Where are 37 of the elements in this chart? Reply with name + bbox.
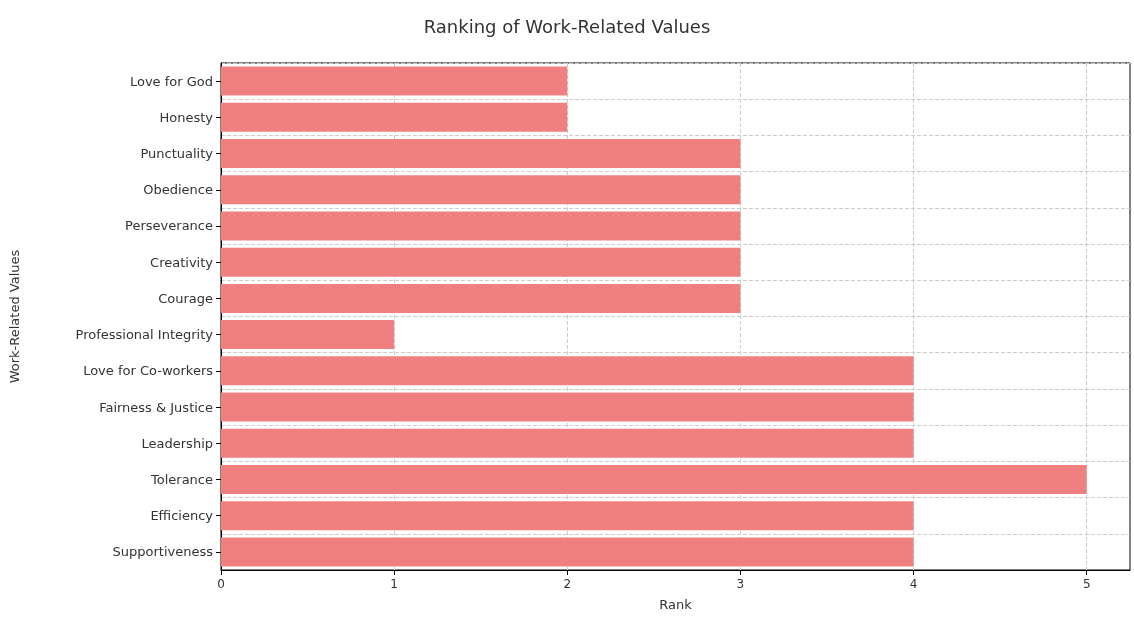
bar xyxy=(221,211,741,241)
bar xyxy=(221,464,1087,494)
y-tick-label: Tolerance xyxy=(150,471,213,487)
bar xyxy=(221,102,568,132)
y-tick-label: Leadership xyxy=(141,435,213,451)
bar xyxy=(221,175,741,205)
y-tick-label: Supportiveness xyxy=(112,544,214,560)
y-tick-label: Love for Co-workers xyxy=(83,363,214,379)
bar xyxy=(221,66,568,96)
bar xyxy=(221,247,741,277)
y-tick-label: Courage xyxy=(158,290,213,306)
y-tick-label: Honesty xyxy=(159,109,214,125)
x-tick-label: 4 xyxy=(909,577,918,591)
bar xyxy=(221,501,914,531)
y-tick-label: Creativity xyxy=(150,254,214,270)
x-tick-label: 3 xyxy=(736,577,745,591)
y-axis-title: Work-Related Values xyxy=(7,249,22,384)
x-tick-label: 0 xyxy=(217,577,225,591)
bar xyxy=(221,356,914,386)
bar xyxy=(221,537,914,567)
y-tick-label: Obedience xyxy=(143,182,213,198)
x-axis-title: Rank xyxy=(659,597,693,612)
bar xyxy=(221,283,741,313)
bar xyxy=(221,392,914,422)
bar xyxy=(221,428,914,458)
y-tick-label: Love for God xyxy=(129,73,213,89)
chart-title: Ranking of Work-Related Values xyxy=(423,15,711,37)
bar xyxy=(221,320,395,350)
x-tick-label: 2 xyxy=(563,577,572,591)
y-tick-label: Efficiency xyxy=(150,508,214,524)
x-tick-label: 1 xyxy=(390,577,398,591)
y-tick-label: Fairness & Justice xyxy=(99,399,213,415)
bar xyxy=(221,139,741,169)
y-tick-label: Professional Integrity xyxy=(75,327,214,343)
y-tick-label: Perseverance xyxy=(125,218,213,234)
y-tick-label: Punctuality xyxy=(140,146,214,162)
x-tick-label: 5 xyxy=(1082,577,1091,591)
